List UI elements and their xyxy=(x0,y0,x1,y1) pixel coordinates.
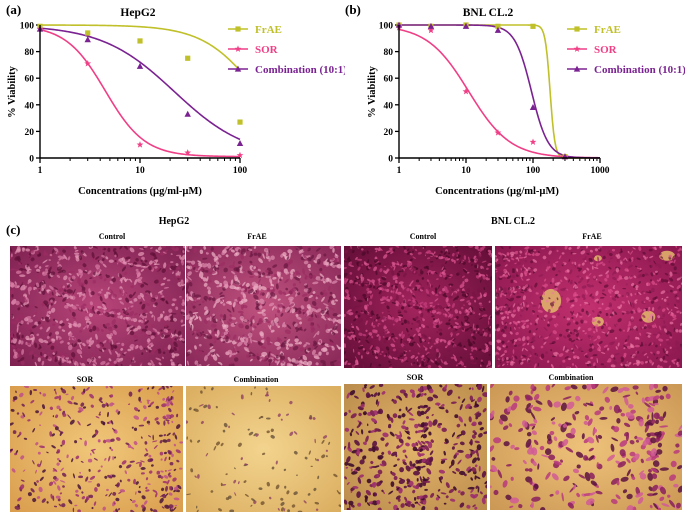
y-axis-label-b: % Viability xyxy=(367,65,378,117)
caption-hepg2-frae: FrAE xyxy=(247,232,267,241)
micrograph-hepg2-control xyxy=(10,246,185,366)
data-point-sor xyxy=(530,138,537,145)
data-point-frae xyxy=(185,56,190,61)
legend-b: FrAE SOR Combination (10:1) xyxy=(567,24,685,76)
y-tick-label: 0 xyxy=(388,155,393,165)
y-tick-label: 20 xyxy=(384,128,394,138)
chart-hepg2: (a) HepG2 % Viability Concentrations (µg… xyxy=(0,0,345,210)
micrograph-hepg2-sor xyxy=(10,386,183,512)
y-tick-label: 0 xyxy=(29,155,34,165)
caption-hepg2-control: Control xyxy=(99,232,126,241)
panel-label-c: (c) xyxy=(6,222,20,237)
micrograph-bnl-control xyxy=(344,246,492,368)
legend-marker-frae xyxy=(574,26,579,31)
group-title-bnl: BNL CL.2 xyxy=(491,216,535,227)
data-point-frae xyxy=(237,119,242,124)
fit-curve-sor xyxy=(40,30,240,157)
legend-label-sor: SOR xyxy=(594,44,618,56)
markers-b xyxy=(396,22,569,160)
legend-a: FrAE SOR Combination (10:1) xyxy=(228,24,345,76)
x-tick-label: 10 xyxy=(461,166,471,176)
caption-hepg2-combination: Combination xyxy=(234,375,279,384)
x-tick-label: 10 xyxy=(135,166,145,176)
axis-ticks-a: 0 20 40 60 80 100 1 10 100 xyxy=(20,22,248,177)
legend-marker-sor xyxy=(574,45,581,52)
y-tick-label: 60 xyxy=(384,75,394,85)
micrograph-bnl-combination xyxy=(490,384,682,510)
legend-label-frae: FrAE xyxy=(255,24,282,36)
y-tick-label: 100 xyxy=(379,22,394,32)
data-point-sor xyxy=(137,141,144,148)
x-tick-label: 1 xyxy=(397,166,402,176)
legend-marker-sor xyxy=(235,45,242,52)
micrograph-bnl-frae xyxy=(495,246,682,368)
caption-bnl-combination: Combination xyxy=(549,373,594,382)
data-point-combination-10-1 xyxy=(185,111,191,117)
data-point-frae xyxy=(530,24,535,29)
axis-ticks-b: 0 20 40 60 80 100 1 10 100 1000 xyxy=(379,22,610,177)
chart-title-b: BNL CL.2 xyxy=(463,7,514,19)
caption-bnl-control: Control xyxy=(410,232,437,241)
y-tick-label: 100 xyxy=(20,22,35,32)
x-axis-label-a: Concentrations (µg/ml-µM) xyxy=(78,186,202,197)
data-point-frae xyxy=(137,38,142,43)
x-tick-label: 100 xyxy=(233,166,248,176)
y-tick-label: 40 xyxy=(25,101,35,111)
panel-label-b: (b) xyxy=(345,2,361,17)
caption-bnl-frae: FrAE xyxy=(582,232,602,241)
legend-label-sor: SOR xyxy=(255,44,279,56)
x-tick-label: 1 xyxy=(38,166,43,176)
chart-bnl: (b) BNL CL.2 % Viability Concentrations … xyxy=(345,0,685,210)
fit-curve-combination-10-1 xyxy=(399,25,600,158)
group-title-hepg2: HepG2 xyxy=(159,216,190,227)
y-tick-label: 80 xyxy=(384,48,394,58)
micrograph-hepg2-combination xyxy=(186,386,341,512)
y-tick-label: 60 xyxy=(25,75,35,85)
y-tick-label: 40 xyxy=(384,101,394,111)
curves-a xyxy=(40,25,240,156)
x-axis-label-b: Concentrations (µg/ml-µM) xyxy=(435,186,559,197)
panel-label-a: (a) xyxy=(6,2,21,17)
y-axis-label-a: % Viability xyxy=(7,65,18,117)
data-point-combination-10-1 xyxy=(237,140,243,146)
y-tick-label: 80 xyxy=(25,48,35,58)
micrograph-bnl-sor xyxy=(344,384,487,510)
fit-curve-frae xyxy=(399,25,600,158)
data-point-frae xyxy=(85,30,90,35)
micrograph-hepg2-frae xyxy=(186,246,341,366)
data-point-sor xyxy=(463,88,470,95)
x-tick-label: 100 xyxy=(526,166,541,176)
y-tick-label: 20 xyxy=(25,128,35,138)
x-tick-label: 1000 xyxy=(591,166,610,176)
legend-label-frae: FrAE xyxy=(594,24,621,36)
legend-marker-frae xyxy=(235,26,240,31)
caption-bnl-sor: SOR xyxy=(407,373,424,382)
curves-b xyxy=(399,25,600,158)
chart-title-a: HepG2 xyxy=(120,7,155,19)
caption-hepg2-sor: SOR xyxy=(77,375,94,384)
legend-label-combination-10-1: Combination (10:1) xyxy=(255,64,345,76)
legend-label-combination-10-1: Combination (10:1) xyxy=(594,64,685,76)
